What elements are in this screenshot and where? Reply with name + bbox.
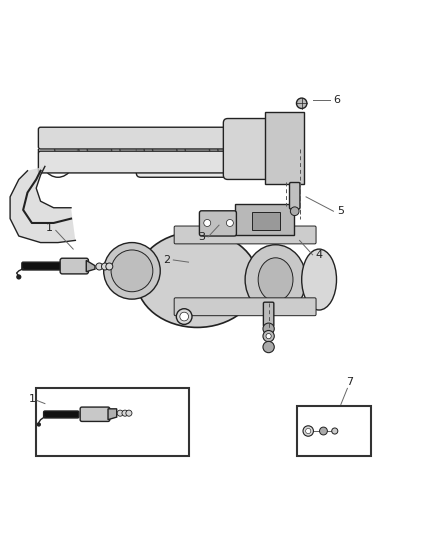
Polygon shape xyxy=(86,261,95,272)
Text: 2: 2 xyxy=(163,255,170,265)
Polygon shape xyxy=(108,409,117,419)
Ellipse shape xyxy=(87,132,112,166)
FancyBboxPatch shape xyxy=(60,258,88,274)
Circle shape xyxy=(180,312,188,321)
Text: 6: 6 xyxy=(333,95,340,105)
Circle shape xyxy=(263,323,274,334)
Bar xyxy=(36,389,188,456)
Ellipse shape xyxy=(136,232,258,327)
Circle shape xyxy=(126,410,132,416)
Ellipse shape xyxy=(245,245,306,314)
Circle shape xyxy=(226,220,233,227)
Circle shape xyxy=(104,243,160,299)
Circle shape xyxy=(37,422,41,426)
Bar xyxy=(297,406,371,456)
Circle shape xyxy=(96,263,103,270)
FancyBboxPatch shape xyxy=(39,151,247,173)
Circle shape xyxy=(266,334,271,339)
Circle shape xyxy=(290,207,299,215)
FancyBboxPatch shape xyxy=(80,407,110,422)
Text: 7: 7 xyxy=(346,377,353,387)
Text: 1: 1 xyxy=(28,394,35,404)
FancyBboxPatch shape xyxy=(136,144,284,177)
FancyBboxPatch shape xyxy=(174,226,316,244)
FancyBboxPatch shape xyxy=(223,118,297,180)
FancyBboxPatch shape xyxy=(199,211,237,236)
Circle shape xyxy=(320,427,327,435)
FancyBboxPatch shape xyxy=(235,204,294,235)
FancyBboxPatch shape xyxy=(39,127,247,149)
Bar xyxy=(252,212,280,230)
Circle shape xyxy=(204,220,211,227)
Circle shape xyxy=(106,263,113,270)
Text: 5: 5 xyxy=(337,206,344,216)
Circle shape xyxy=(16,274,21,279)
Circle shape xyxy=(332,428,338,434)
FancyBboxPatch shape xyxy=(265,112,304,184)
Circle shape xyxy=(111,250,153,292)
Ellipse shape xyxy=(218,132,242,166)
FancyBboxPatch shape xyxy=(263,302,274,327)
FancyBboxPatch shape xyxy=(290,182,300,209)
FancyBboxPatch shape xyxy=(174,298,316,316)
Ellipse shape xyxy=(302,249,336,310)
Ellipse shape xyxy=(120,132,145,166)
FancyBboxPatch shape xyxy=(44,411,79,418)
Ellipse shape xyxy=(152,132,177,166)
Circle shape xyxy=(122,410,128,416)
Circle shape xyxy=(117,410,123,416)
Text: 3: 3 xyxy=(198,232,205,242)
Circle shape xyxy=(263,341,274,353)
Circle shape xyxy=(297,98,307,109)
Polygon shape xyxy=(10,166,75,243)
Circle shape xyxy=(177,309,192,325)
Ellipse shape xyxy=(54,132,79,166)
Circle shape xyxy=(102,263,109,270)
Ellipse shape xyxy=(258,258,293,301)
FancyBboxPatch shape xyxy=(22,262,64,270)
Circle shape xyxy=(263,330,274,342)
Circle shape xyxy=(303,426,314,436)
Circle shape xyxy=(306,429,311,434)
Text: 4: 4 xyxy=(315,250,323,260)
Ellipse shape xyxy=(185,132,210,166)
Text: 1: 1 xyxy=(46,223,53,233)
